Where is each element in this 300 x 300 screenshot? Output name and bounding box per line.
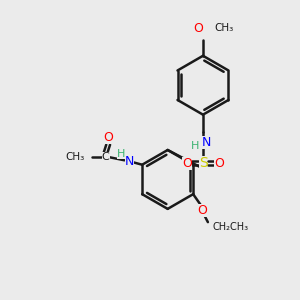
Text: N: N — [202, 136, 211, 149]
Text: O: O — [182, 157, 192, 170]
Text: CH₂CH₃: CH₂CH₃ — [212, 222, 248, 232]
Text: H: H — [117, 149, 126, 159]
Text: O: O — [104, 131, 113, 144]
Text: O: O — [197, 204, 207, 217]
Text: O: O — [214, 157, 224, 170]
Text: CH₃: CH₃ — [66, 152, 85, 162]
Text: S: S — [199, 156, 207, 170]
Text: C: C — [102, 152, 110, 162]
Text: H: H — [190, 141, 199, 151]
Text: O: O — [194, 22, 203, 35]
Text: CH₃: CH₃ — [214, 23, 233, 33]
Text: N: N — [124, 155, 134, 168]
